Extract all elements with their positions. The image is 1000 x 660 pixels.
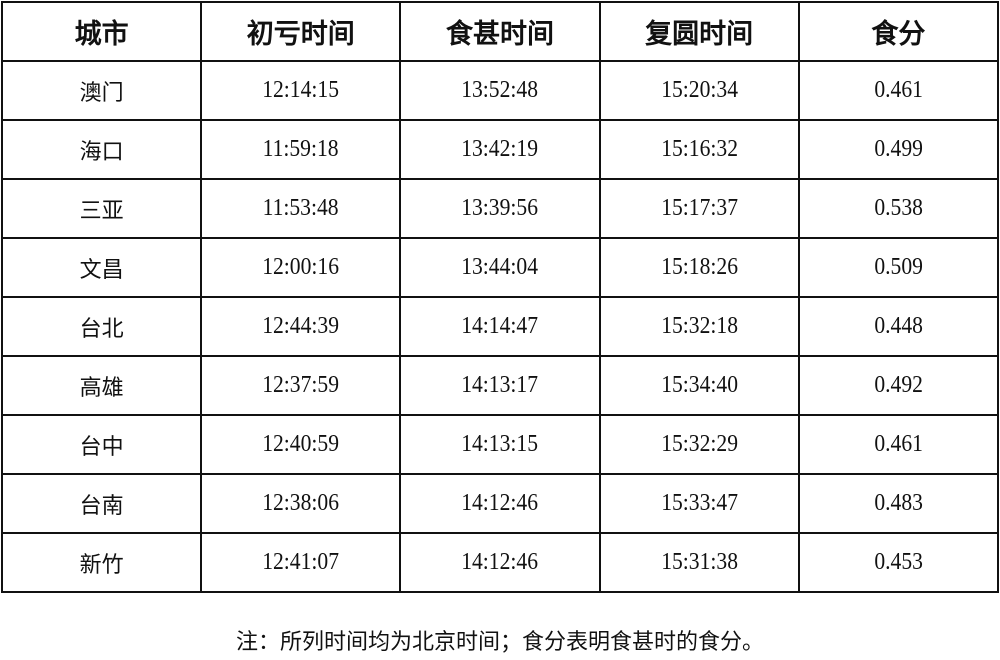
table-row: 澳门 12:14:15 13:52:48 15:20:34 0.461 (0, 60, 998, 121)
value-cell: 14:14:47 (409, 296, 591, 357)
value-cell: 13:42:19 (409, 119, 591, 180)
table-row: 高雄 12:37:59 14:13:17 15:34:40 0.492 (0, 355, 998, 416)
column-header: 初亏时间 (200, 1, 402, 62)
value-cell: 13:44:04 (409, 237, 591, 298)
city-cell: 台北 (0, 296, 203, 357)
value-cell: 0.499 (807, 119, 989, 180)
city-cell: 文昌 (0, 237, 203, 298)
table-row: 文昌 12:00:16 13:44:04 15:18:26 0.509 (0, 237, 998, 298)
table-note: 注：所列时间均为北京时间；食分表明食甚时的食分。 (235, 630, 764, 655)
table-row: 海口 11:59:18 13:42:19 15:16:32 0.499 (0, 119, 998, 180)
value-cell: 15:17:37 (608, 178, 790, 239)
value-cell: 12:38:06 (210, 473, 392, 534)
value-cell: 15:34:40 (608, 355, 790, 416)
table-row: 台南 12:38:06 14:12:46 15:33:47 0.483 (0, 473, 998, 534)
value-cell: 15:32:29 (608, 414, 790, 475)
value-cell: 12:14:15 (210, 60, 392, 121)
value-cell: 12:41:07 (210, 532, 392, 593)
value-cell: 15:18:26 (608, 237, 790, 298)
value-cell: 12:44:39 (210, 296, 392, 357)
value-cell: 15:32:18 (608, 296, 790, 357)
column-header: 食分 (797, 1, 1000, 62)
value-cell: 12:37:59 (210, 355, 392, 416)
value-cell: 14:12:46 (409, 532, 591, 593)
value-cell: 15:16:32 (608, 119, 790, 180)
value-cell: 15:20:34 (608, 60, 790, 121)
city-cell: 新竹 (0, 532, 203, 593)
value-cell: 0.509 (807, 237, 989, 298)
value-cell: 12:00:16 (210, 237, 392, 298)
value-cell: 12:40:59 (210, 414, 392, 475)
value-cell: 11:53:48 (210, 178, 392, 239)
table-row: 三亚 11:53:48 13:39:56 15:17:37 0.538 (0, 178, 998, 239)
city-cell: 海口 (0, 119, 203, 180)
city-cell: 澳门 (0, 60, 203, 121)
value-cell: 13:39:56 (409, 178, 591, 239)
column-header: 城市 (0, 1, 203, 62)
value-cell: 0.461 (807, 60, 989, 121)
value-cell: 0.483 (807, 473, 989, 534)
table-row: 台中 12:40:59 14:13:15 15:32:29 0.461 (0, 414, 998, 475)
city-cell: 台南 (0, 473, 203, 534)
header-row: 城市 初亏时间 食甚时间 复圆时间 食分 (0, 1, 1000, 62)
value-cell: 0.461 (807, 414, 989, 475)
value-cell: 0.453 (807, 532, 989, 593)
value-cell: 13:52:48 (409, 60, 591, 121)
city-cell: 三亚 (0, 178, 203, 239)
value-cell: 14:13:17 (409, 355, 591, 416)
value-cell: 0.492 (807, 355, 989, 416)
value-cell: 0.448 (807, 296, 989, 357)
value-cell: 14:12:46 (409, 473, 591, 534)
value-cell: 15:33:47 (608, 473, 790, 534)
city-cell: 高雄 (0, 355, 203, 416)
column-header: 食甚时间 (399, 1, 601, 62)
value-cell: 14:13:15 (409, 414, 591, 475)
eclipse-times-table: 城市 初亏时间 食甚时间 复圆时间 食分 澳门 12:14:15 13:52:48 15:20… (0, 1, 1000, 593)
column-header: 复圆时间 (598, 1, 800, 62)
value-cell: 11:59:18 (210, 119, 392, 180)
value-cell: 15:31:38 (608, 532, 790, 593)
table-row: 新竹 12:41:07 14:12:46 15:31:38 0.453 (0, 532, 998, 593)
table-row: 台北 12:44:39 14:14:47 15:32:18 0.448 (0, 296, 998, 357)
value-cell: 0.538 (807, 178, 989, 239)
city-cell: 台中 (0, 414, 203, 475)
